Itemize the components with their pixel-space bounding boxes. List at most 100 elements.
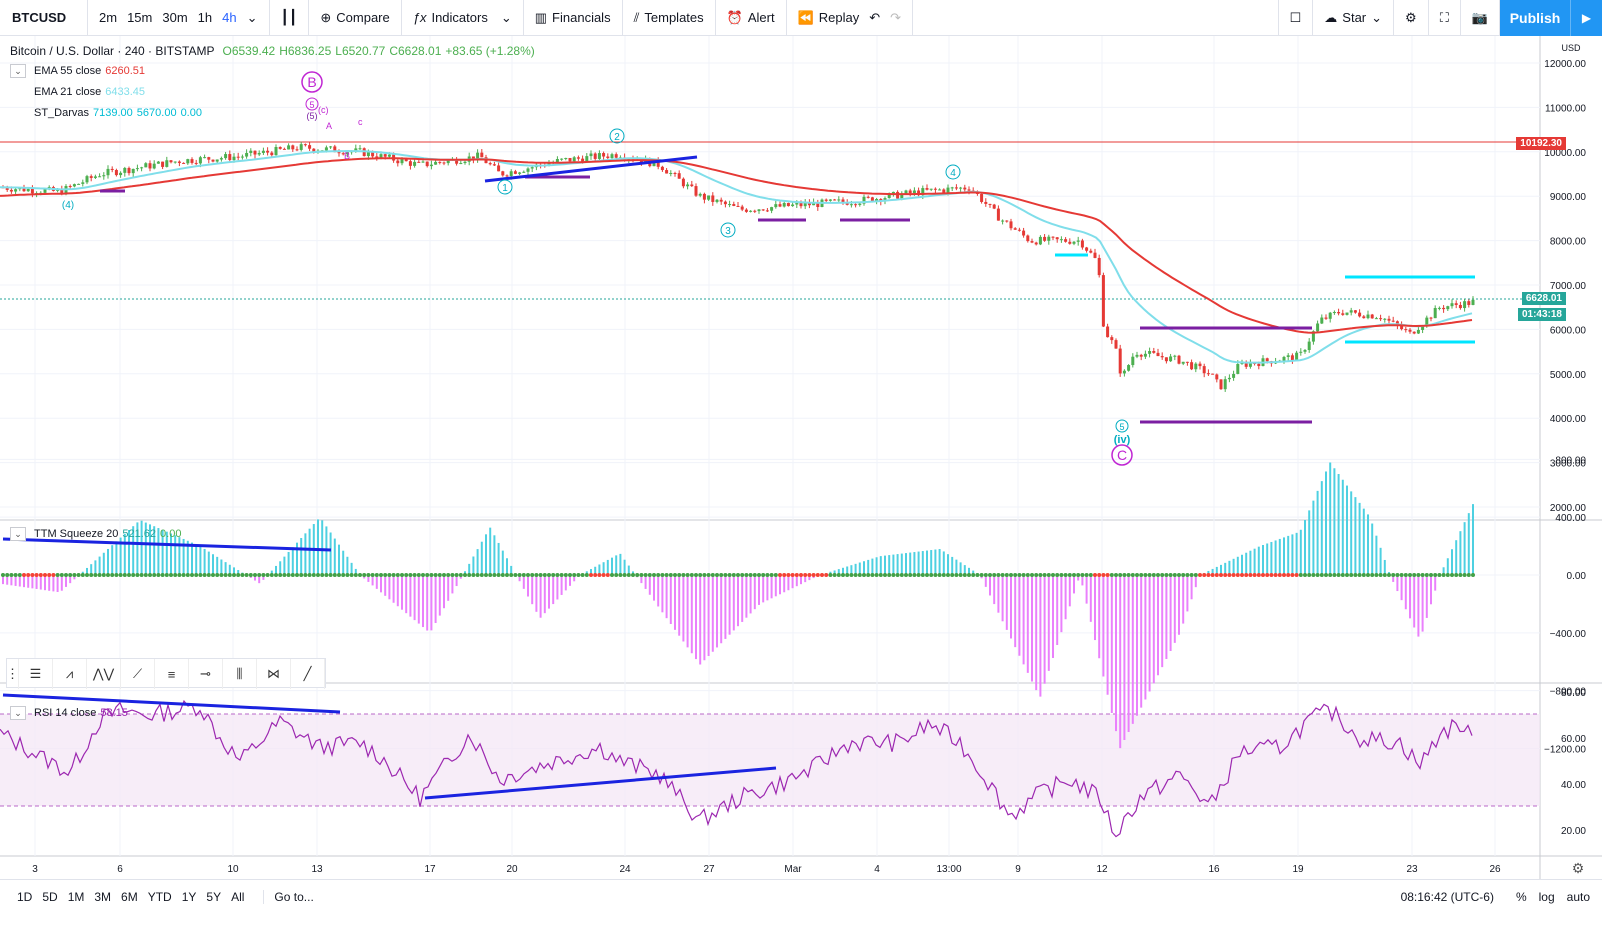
candle-body — [299, 144, 303, 150]
goto-button[interactable]: Go to... — [263, 890, 318, 904]
squeeze-dot — [328, 573, 333, 577]
squeeze-dot — [950, 573, 955, 577]
range-6m[interactable]: 6M — [121, 890, 138, 904]
range-3m[interactable]: 3M — [94, 890, 112, 904]
collapse-legend-icon[interactable]: ⌄ — [10, 527, 26, 541]
trendline-rsi[interactable] — [2, 693, 341, 714]
time-axis[interactable]: 3 6 10 13 17 20 24 27 Mar 4 13:00 9 12 16 19 23 26 — [32, 864, 1501, 875]
squeeze-dot — [1122, 573, 1127, 577]
drag-handle-icon[interactable]: ⋮ — [6, 659, 19, 689]
percent-toggle[interactable]: % — [1515, 890, 1527, 904]
candle-body — [862, 196, 866, 204]
squeeze-dot — [30, 573, 35, 577]
ttm-axis[interactable]: 800.00 400.00 0.00 −400.00 −800.00 −1200.00 — [1544, 455, 1586, 755]
gear-icon[interactable]: ⚙ — [1572, 860, 1585, 876]
rsi-line[interactable] — [0, 699, 1473, 838]
candle-body — [1076, 240, 1080, 242]
rsi-value: 58.15 — [100, 707, 128, 719]
interval-4h[interactable]: 4h — [222, 10, 237, 25]
indicators-button[interactable]: ƒx Indicators ⌄ — [408, 0, 517, 36]
wave-label: 5 — [309, 100, 314, 110]
candle-body — [858, 203, 862, 205]
candle-body — [1383, 318, 1387, 320]
trendline-price[interactable] — [484, 155, 698, 183]
range-5d[interactable]: 5D — [42, 890, 58, 904]
squeeze-dot — [106, 573, 110, 577]
candle-body — [442, 162, 446, 164]
candle-body — [585, 156, 589, 163]
play-icon[interactable]: ▶ — [1570, 0, 1602, 36]
financials-button[interactable]: ▥ Financials — [530, 0, 616, 36]
rsi-axis[interactable]: 80.00 60.00 40.00 20.00 — [1561, 688, 1586, 837]
candle-body — [740, 206, 744, 210]
interval-1h[interactable]: 1h — [197, 10, 213, 25]
chart-area[interactable]: B 5 (5) (c) A B c (4) 1 2 3 4 5 (iv) C 1… — [0, 36, 1602, 879]
squeeze-dot — [1424, 573, 1429, 577]
candle-body — [1442, 307, 1446, 310]
publish-button[interactable]: Publish — [1500, 0, 1570, 36]
squeeze-dot — [584, 573, 589, 577]
redo-icon[interactable]: ↷ — [890, 9, 902, 25]
darvas-label[interactable]: ST_Darvas — [34, 107, 90, 119]
squeeze-dot — [652, 573, 656, 577]
squeeze-dot — [1231, 573, 1236, 577]
abc-pattern-icon[interactable]: ⩘ — [53, 659, 87, 689]
squeeze-dot — [1298, 573, 1303, 577]
camera-icon[interactable]: 📷 — [1471, 9, 1488, 25]
interval-2m[interactable]: 2m — [99, 10, 118, 25]
rsi-tick: 60.00 — [1561, 734, 1586, 745]
range-all[interactable]: All — [231, 890, 245, 904]
range-ytd[interactable]: YTD — [147, 890, 172, 904]
alert-button[interactable]: ⏰ Alert — [722, 0, 780, 36]
compare-button[interactable]: ⊕ Compare — [315, 0, 394, 36]
legend-ema55: ⌄ EMA 55 close 6260.51 — [10, 64, 145, 78]
squeeze-dot — [647, 573, 652, 577]
templates-button[interactable]: ⫽ Templates — [629, 0, 709, 36]
interval-15m[interactable]: 15m — [127, 10, 153, 25]
undo-icon[interactable]: ↶ — [869, 9, 881, 25]
star-button[interactable]: ☁ Star ⌄ — [1319, 0, 1387, 36]
squeeze-dot — [614, 573, 619, 577]
trend-line-icon[interactable]: ╱ — [291, 659, 325, 689]
candle-body — [694, 186, 698, 196]
candle-body — [1030, 241, 1034, 243]
horizontal-ray-icon[interactable]: ⊸ — [189, 659, 223, 689]
squeeze-dot — [1046, 573, 1051, 577]
ttm-label[interactable]: TTM Squeeze 20 — [34, 528, 119, 540]
replay-button[interactable]: ⏪ Replay — [793, 0, 865, 36]
squeeze-dot — [790, 573, 795, 577]
range-1d[interactable]: 1D — [17, 890, 33, 904]
lines-icon[interactable]: ☰ — [19, 659, 53, 689]
squeeze-dot — [1160, 573, 1165, 577]
squeeze-dot — [496, 573, 501, 577]
range-1y[interactable]: 1Y — [181, 890, 197, 904]
elliott-wave-icon[interactable]: ⋀⋁ — [87, 659, 121, 689]
pattern-icon[interactable]: ⋈ — [257, 659, 291, 689]
ema21-label[interactable]: EMA 21 close — [34, 86, 102, 98]
collapse-legend-icon[interactable]: ⌄ — [10, 706, 26, 720]
trendline-rsi[interactable] — [424, 766, 777, 800]
collapse-legend-icon[interactable]: ⌄ — [10, 64, 26, 78]
layout-square-icon[interactable]: ☐ — [1289, 9, 1302, 25]
ema55-line[interactable] — [0, 157, 1473, 334]
fullscreen-icon[interactable]: ⛶ — [1439, 9, 1449, 25]
price-tick: 11000.00 — [1545, 103, 1586, 114]
trendline-ttm[interactable] — [2, 537, 332, 552]
candles-icon[interactable]: ┃┃ — [280, 9, 298, 25]
range-1m[interactable]: 1M — [67, 890, 85, 904]
auto-toggle[interactable]: auto — [1566, 890, 1590, 904]
clock[interactable]: 08:16:42 (UTC-6) — [1400, 890, 1494, 904]
rsi-label[interactable]: RSI 14 close — [34, 707, 97, 719]
symbol-search[interactable]: BTCUSD — [0, 0, 88, 36]
price-axis[interactable]: 12000.00 11000.00 10000.00 9000.00 8000.00 70… — [1544, 59, 1586, 514]
trend-channel-icon[interactable]: ⟋ — [121, 659, 155, 689]
vertical-lines-icon[interactable]: ⫼ — [223, 659, 257, 689]
ema21-line[interactable] — [0, 149, 1473, 364]
fib-icon[interactable]: ≡ — [155, 659, 189, 689]
log-toggle[interactable]: log — [1538, 890, 1555, 904]
range-5y[interactable]: 5Y — [206, 890, 222, 904]
gear-icon[interactable]: ⚙ — [1405, 9, 1417, 25]
interval-30m[interactable]: 30m — [162, 10, 188, 25]
interval-dropdown-icon[interactable]: ⌄ — [246, 9, 258, 25]
ema55-label[interactable]: EMA 55 close — [34, 65, 102, 77]
